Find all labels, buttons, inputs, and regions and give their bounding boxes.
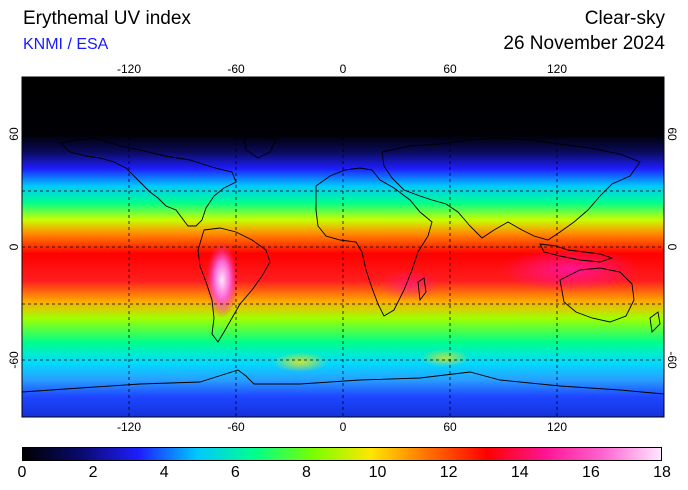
sky-mode-label: Clear-sky: [584, 8, 665, 29]
greenland-coast: [243, 135, 277, 159]
lat-tick-left: 60: [7, 127, 21, 141]
lon-tick-top: 120: [547, 62, 567, 76]
map-title: Erythemal UV index: [23, 8, 191, 29]
indonesia-coast: [539, 243, 614, 263]
graticule: [22, 77, 664, 417]
lat-tick-right: 0: [665, 244, 679, 251]
andes-hotspot: [206, 242, 238, 318]
lat-tick-left: -60: [7, 351, 21, 369]
lat-tick-right: -60: [665, 351, 679, 369]
uv-colorbar: [22, 447, 662, 461]
lon-tick-bottom: 60: [443, 420, 457, 434]
lat-ticks-left: 60 0 -60: [7, 127, 21, 369]
southern-high-uv-1: [272, 352, 328, 372]
lat-tick-left: 0: [7, 243, 21, 250]
colorbar-tick-label: 0: [17, 464, 27, 481]
colorbar-tick-label: 10: [368, 464, 387, 481]
lon-ticks-top: -120 -60 0 60 120: [117, 62, 567, 76]
lon-tick-top: 0: [340, 62, 347, 76]
asia-coast: [381, 137, 641, 241]
colorbar-tick-label: 14: [510, 464, 529, 481]
australia-coast: [559, 267, 635, 323]
southern-high-uv-2: [420, 349, 470, 367]
credit-label: KNMI / ESA: [23, 36, 109, 53]
lat-ticks-right: 60 0 -60: [665, 127, 679, 369]
date-label: 26 November 2024: [503, 33, 665, 54]
colorbar-tick-label: 12: [439, 464, 458, 481]
lon-tick-bottom: -120: [117, 420, 141, 434]
south-america-coast: [197, 227, 271, 343]
new-zealand-coast: [649, 311, 661, 333]
lon-tick-top: -60: [227, 62, 245, 76]
colorbar-tick-label: 16: [581, 464, 600, 481]
colorbar-tick-label: 8: [301, 464, 311, 481]
antarctica-coast: [21, 369, 665, 395]
lon-tick-top: 60: [443, 62, 457, 76]
colorbar-tick-label: 6: [230, 464, 240, 481]
lon-tick-top: -120: [117, 62, 141, 76]
lon-tick-bottom: 0: [340, 420, 347, 434]
colorbar-tick-label: 2: [88, 464, 98, 481]
colorbar-tick-label: 18: [653, 464, 671, 481]
lon-tick-bottom: -60: [227, 420, 245, 434]
maritime-hotspot: [500, 248, 640, 292]
north-america-coast: [59, 137, 237, 227]
lat-tick-right: 60: [665, 127, 679, 141]
colorbar-tick-label: 4: [159, 464, 169, 481]
lon-tick-bottom: 120: [547, 420, 567, 434]
lon-ticks-bottom: -120 -60 0 60 120: [117, 420, 567, 434]
madagascar-coast: [417, 277, 427, 302]
